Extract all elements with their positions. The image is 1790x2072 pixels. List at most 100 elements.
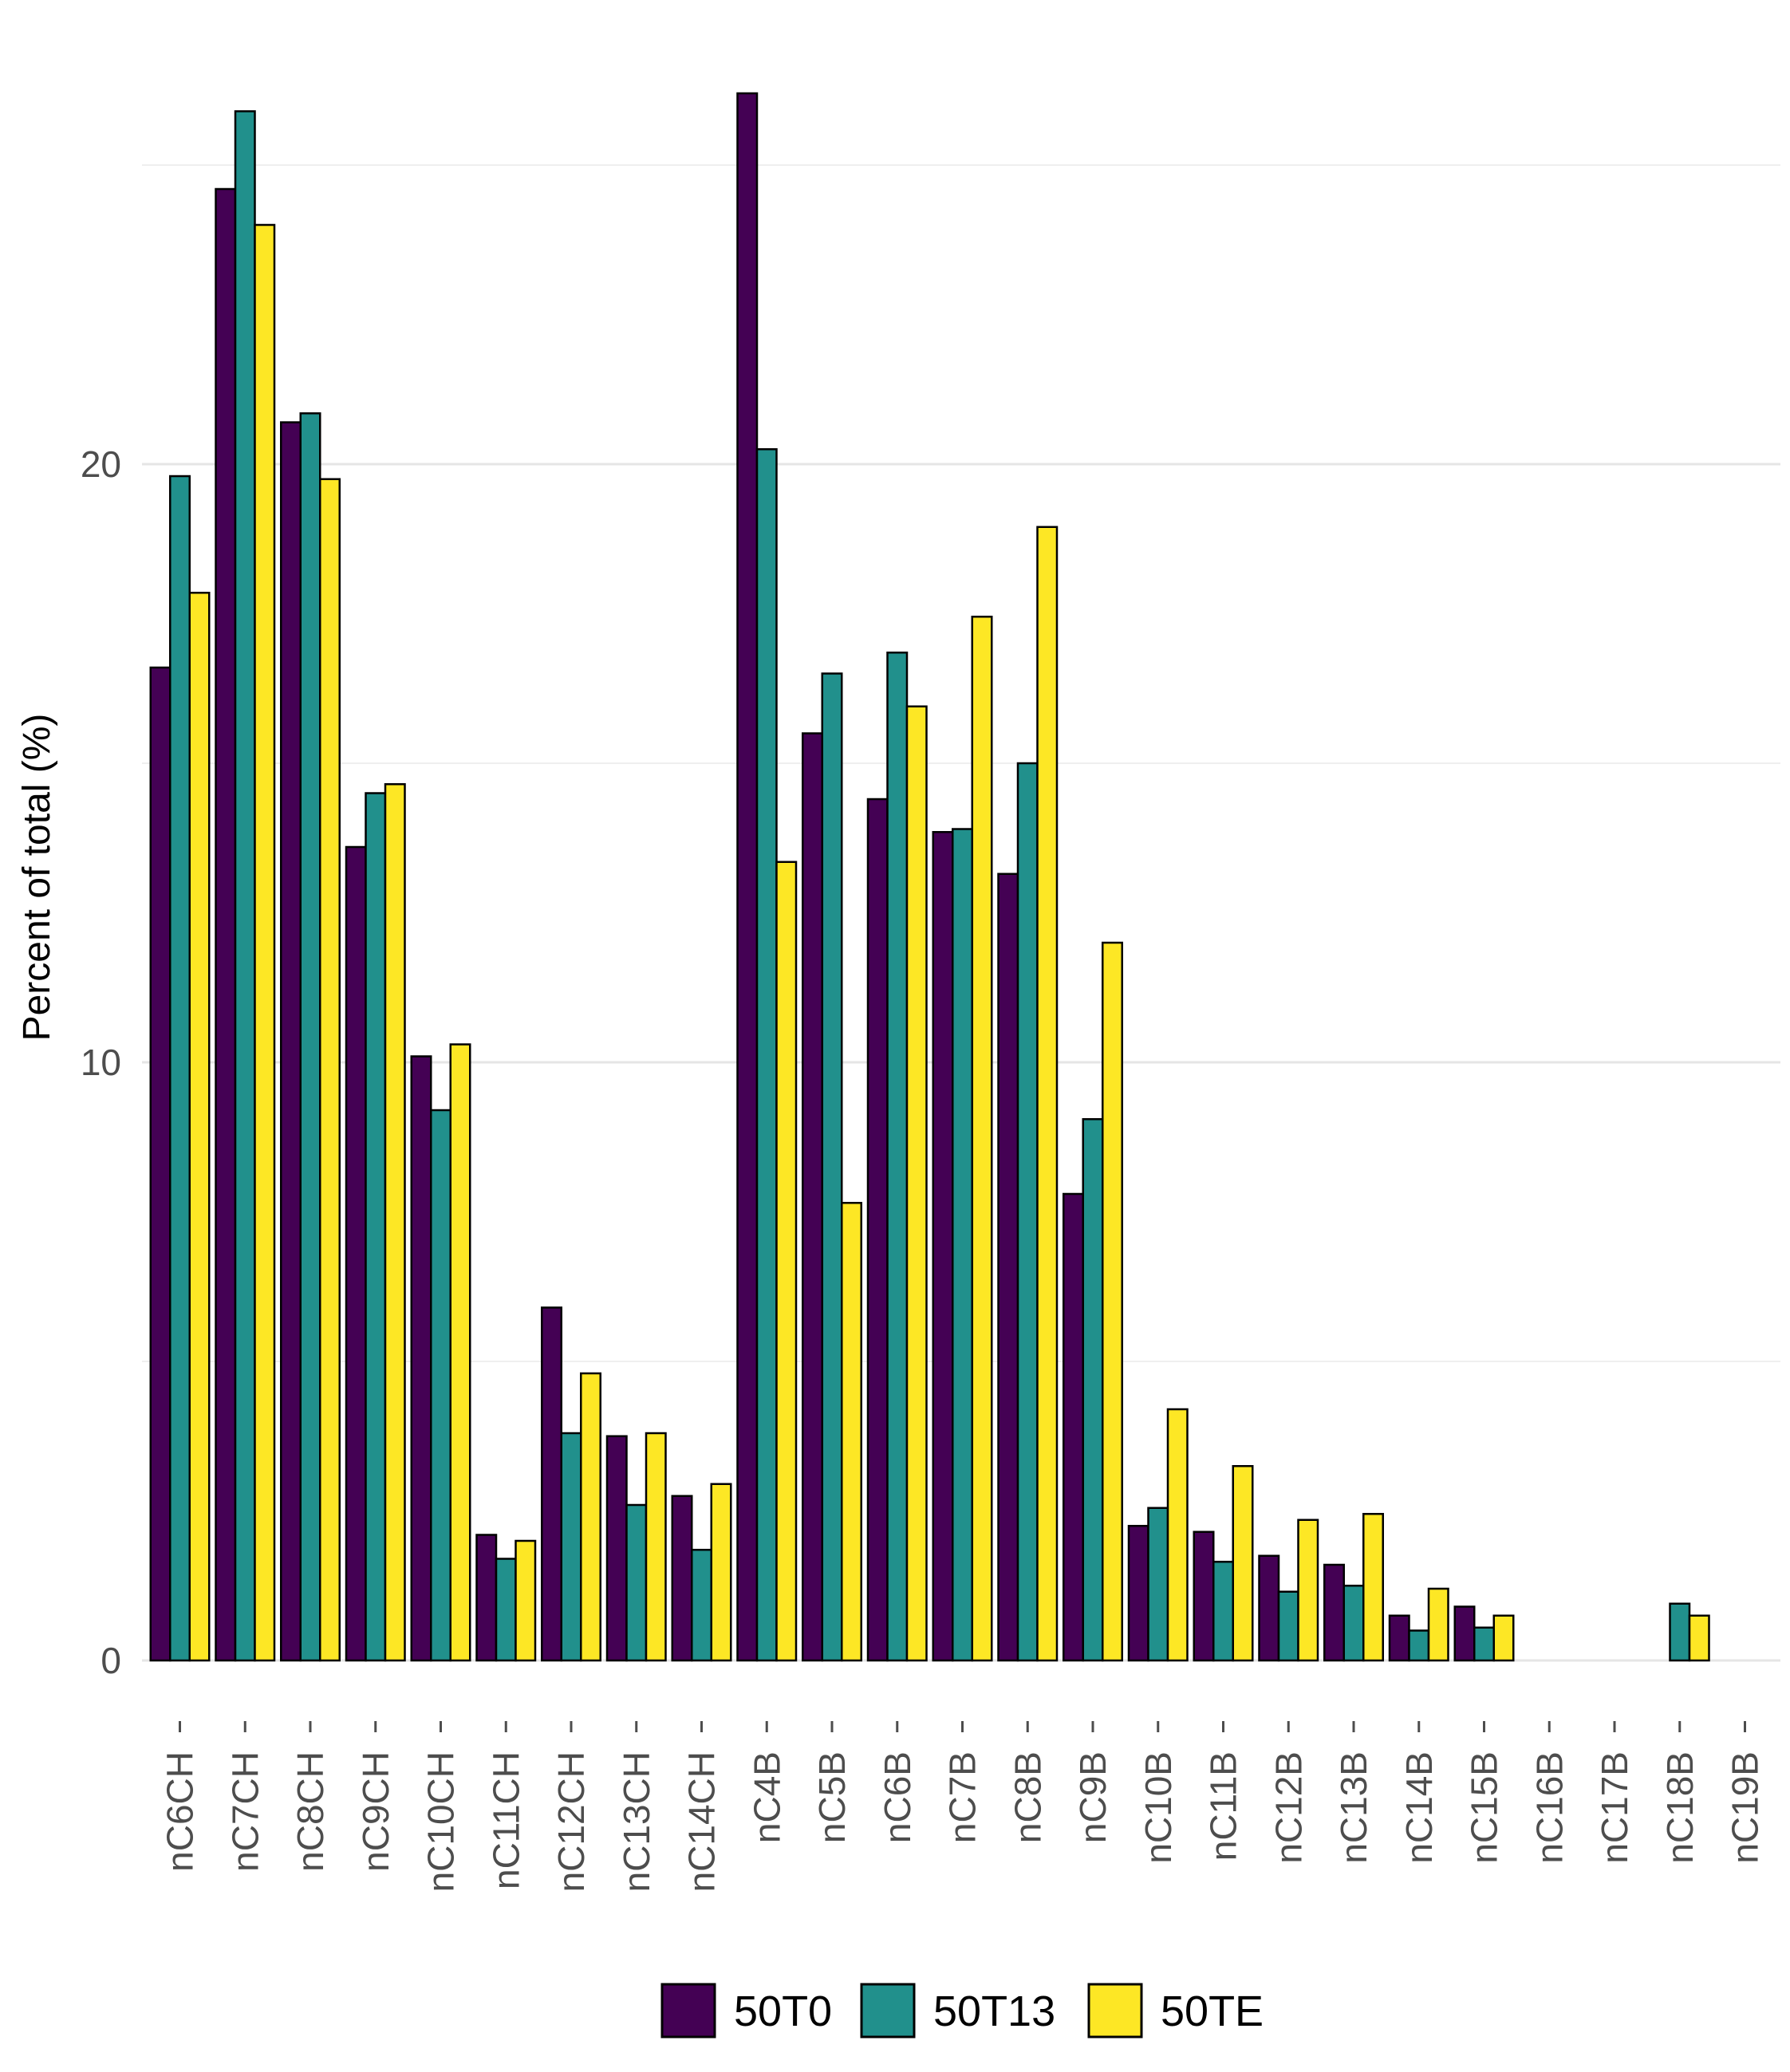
- bar-50T13-nC6CH: [169, 475, 191, 1662]
- legend-swatch: [660, 1983, 716, 2039]
- bar-50TE-nC5B: [841, 1202, 862, 1662]
- bar-50T0-nC10CH: [410, 1055, 432, 1662]
- bar-50T13-nC15B: [1473, 1626, 1495, 1662]
- bar-50T0-nC8B: [997, 873, 1019, 1662]
- y-axis: 0 10 20: [81, 443, 121, 1681]
- legend-label: 50T0: [734, 1987, 832, 2035]
- bar-50TE-nC6B: [905, 705, 928, 1662]
- x-tick-label: nC15B: [1464, 1751, 1505, 1864]
- bar-50T13-nC7CH: [234, 110, 256, 1662]
- bar-50TE-nC15B: [1492, 1614, 1515, 1662]
- x-tick-label: nC6CH: [160, 1751, 201, 1872]
- x-tick-label: nC13CH: [616, 1751, 657, 1892]
- bar-50TE-nC12B: [1297, 1519, 1319, 1662]
- legend-item-50T0: 50T0: [660, 1983, 832, 2039]
- bar-50T13-nC7B: [952, 828, 973, 1662]
- bar-50T0-nC12CH: [541, 1306, 562, 1662]
- bar-50T13-nC13B: [1342, 1585, 1365, 1662]
- bars: [149, 92, 1710, 1662]
- bar-50T13-nC9B: [1082, 1118, 1104, 1662]
- bar-50T0-nC9CH: [345, 845, 367, 1662]
- bar-50T0-nC8CH: [280, 421, 302, 1662]
- bar-50T0-nC7B: [932, 831, 954, 1662]
- bar-50T0-nC14B: [1388, 1614, 1410, 1662]
- bar-50T13-nC10B: [1147, 1507, 1169, 1662]
- y-axis-title: Percent of total (%): [16, 714, 58, 1042]
- bar-50T13-nC6B: [886, 652, 909, 1662]
- x-tick-label: nC6B: [877, 1751, 918, 1843]
- bar-50TE-nC14CH: [710, 1483, 732, 1662]
- bar-50TE-nC6CH: [188, 592, 211, 1662]
- bar-50T13-nC5B: [821, 672, 843, 1662]
- bar-50TE-nC10CH: [449, 1043, 471, 1662]
- y-tick-label: 0: [101, 1640, 121, 1681]
- x-tick-label: nC9CH: [355, 1751, 396, 1872]
- bar-50T0-nC11CH: [475, 1534, 498, 1662]
- bar-50TE-nC8CH: [319, 478, 341, 1662]
- bar-50TE-nC18B: [1688, 1614, 1710, 1662]
- bar-50TE-nC14B: [1427, 1587, 1449, 1662]
- bar-50T13-nC9CH: [365, 792, 387, 1662]
- bar-50TE-nC12CH: [580, 1372, 601, 1662]
- y-tick-label: 10: [81, 1042, 121, 1083]
- x-tick-label: nC14B: [1398, 1751, 1440, 1864]
- bar-50T0-nC9B: [1063, 1192, 1084, 1662]
- x-tick-label: nC7CH: [224, 1751, 266, 1872]
- bar-50T13-nC10CH: [430, 1109, 451, 1662]
- legend-label: 50TE: [1161, 1987, 1264, 2035]
- bar-50T0-nC11B: [1193, 1530, 1215, 1662]
- bar-50T0-nC13CH: [605, 1435, 628, 1662]
- bar-50TE-nC11B: [1232, 1465, 1254, 1662]
- x-tick-label: nC12CH: [550, 1751, 592, 1892]
- legend-swatch: [1087, 1983, 1143, 2039]
- bar-50T13-nC8CH: [299, 412, 321, 1662]
- x-tick-label: nC16B: [1528, 1751, 1570, 1864]
- bar-50T13-nC11B: [1212, 1561, 1234, 1662]
- bar-50T0-nC7CH: [215, 187, 237, 1662]
- bar-50T13-nC14CH: [691, 1549, 712, 1662]
- bar-50T0-nC10B: [1127, 1525, 1149, 1662]
- bar-50T0-nC15B: [1453, 1605, 1476, 1662]
- x-tick-label: nC19B: [1725, 1751, 1766, 1864]
- x-tick-label: nC13B: [1333, 1751, 1374, 1864]
- bar-50T0-nC12B: [1258, 1554, 1280, 1662]
- legend: 50T0 50T13 50TE: [660, 1983, 1264, 2039]
- bar-50TE-nC4B: [775, 861, 798, 1662]
- legend-item-50T13: 50T13: [860, 1983, 1055, 2039]
- bar-50T0-nC5B: [802, 732, 823, 1662]
- bar-50T0-nC4B: [736, 92, 759, 1662]
- x-tick-label: nC10CH: [420, 1751, 462, 1892]
- bar-50T13-nC12B: [1277, 1590, 1299, 1662]
- x-tick-label: nC5B: [811, 1751, 853, 1843]
- x-tick-label: nC7B: [942, 1751, 984, 1843]
- bar-50T0-nC13B: [1323, 1563, 1345, 1662]
- bar-50T13-nC13CH: [625, 1503, 648, 1662]
- x-tick-label: nC14CH: [681, 1751, 723, 1892]
- legend-item-50TE: 50TE: [1087, 1983, 1264, 2039]
- x-tick-label: nC11CH: [485, 1751, 526, 1889]
- x-axis: nC6CH nC7CH nC8CH nC9CH nC10CH nC11CH nC12CH nC…: [160, 1721, 1766, 1892]
- bar-50T0-nC14CH: [671, 1495, 693, 1662]
- bar-50TE-nC7B: [971, 616, 993, 1662]
- bar-50T13-nC12CH: [560, 1432, 582, 1662]
- bar-50T0-nC6B: [866, 798, 889, 1662]
- x-tick-label: nC10B: [1137, 1751, 1179, 1864]
- legend-swatch: [860, 1983, 916, 2039]
- x-tick-label: nC8B: [1007, 1751, 1048, 1843]
- x-tick-label: nC17B: [1594, 1751, 1635, 1864]
- y-tick-label: 20: [81, 443, 121, 485]
- bar-50TE-nC7CH: [254, 223, 276, 1662]
- x-tick-label: nC4B: [746, 1751, 787, 1843]
- bar-50TE-nC9B: [1102, 941, 1123, 1662]
- bar-50TE-nC13CH: [645, 1432, 667, 1662]
- legend-label: 50T13: [933, 1987, 1055, 2035]
- bar-50T13-nC14B: [1408, 1629, 1430, 1662]
- bar-50T0-nC6CH: [149, 666, 172, 1662]
- bar-50TE-nC9CH: [384, 783, 406, 1662]
- x-tick-label: nC18B: [1659, 1751, 1701, 1864]
- bar-50TE-nC8B: [1036, 526, 1059, 1662]
- bar-50T13-nC11CH: [495, 1558, 517, 1662]
- x-tick-label: nC12B: [1268, 1751, 1309, 1864]
- bar-50TE-nC11CH: [515, 1539, 537, 1662]
